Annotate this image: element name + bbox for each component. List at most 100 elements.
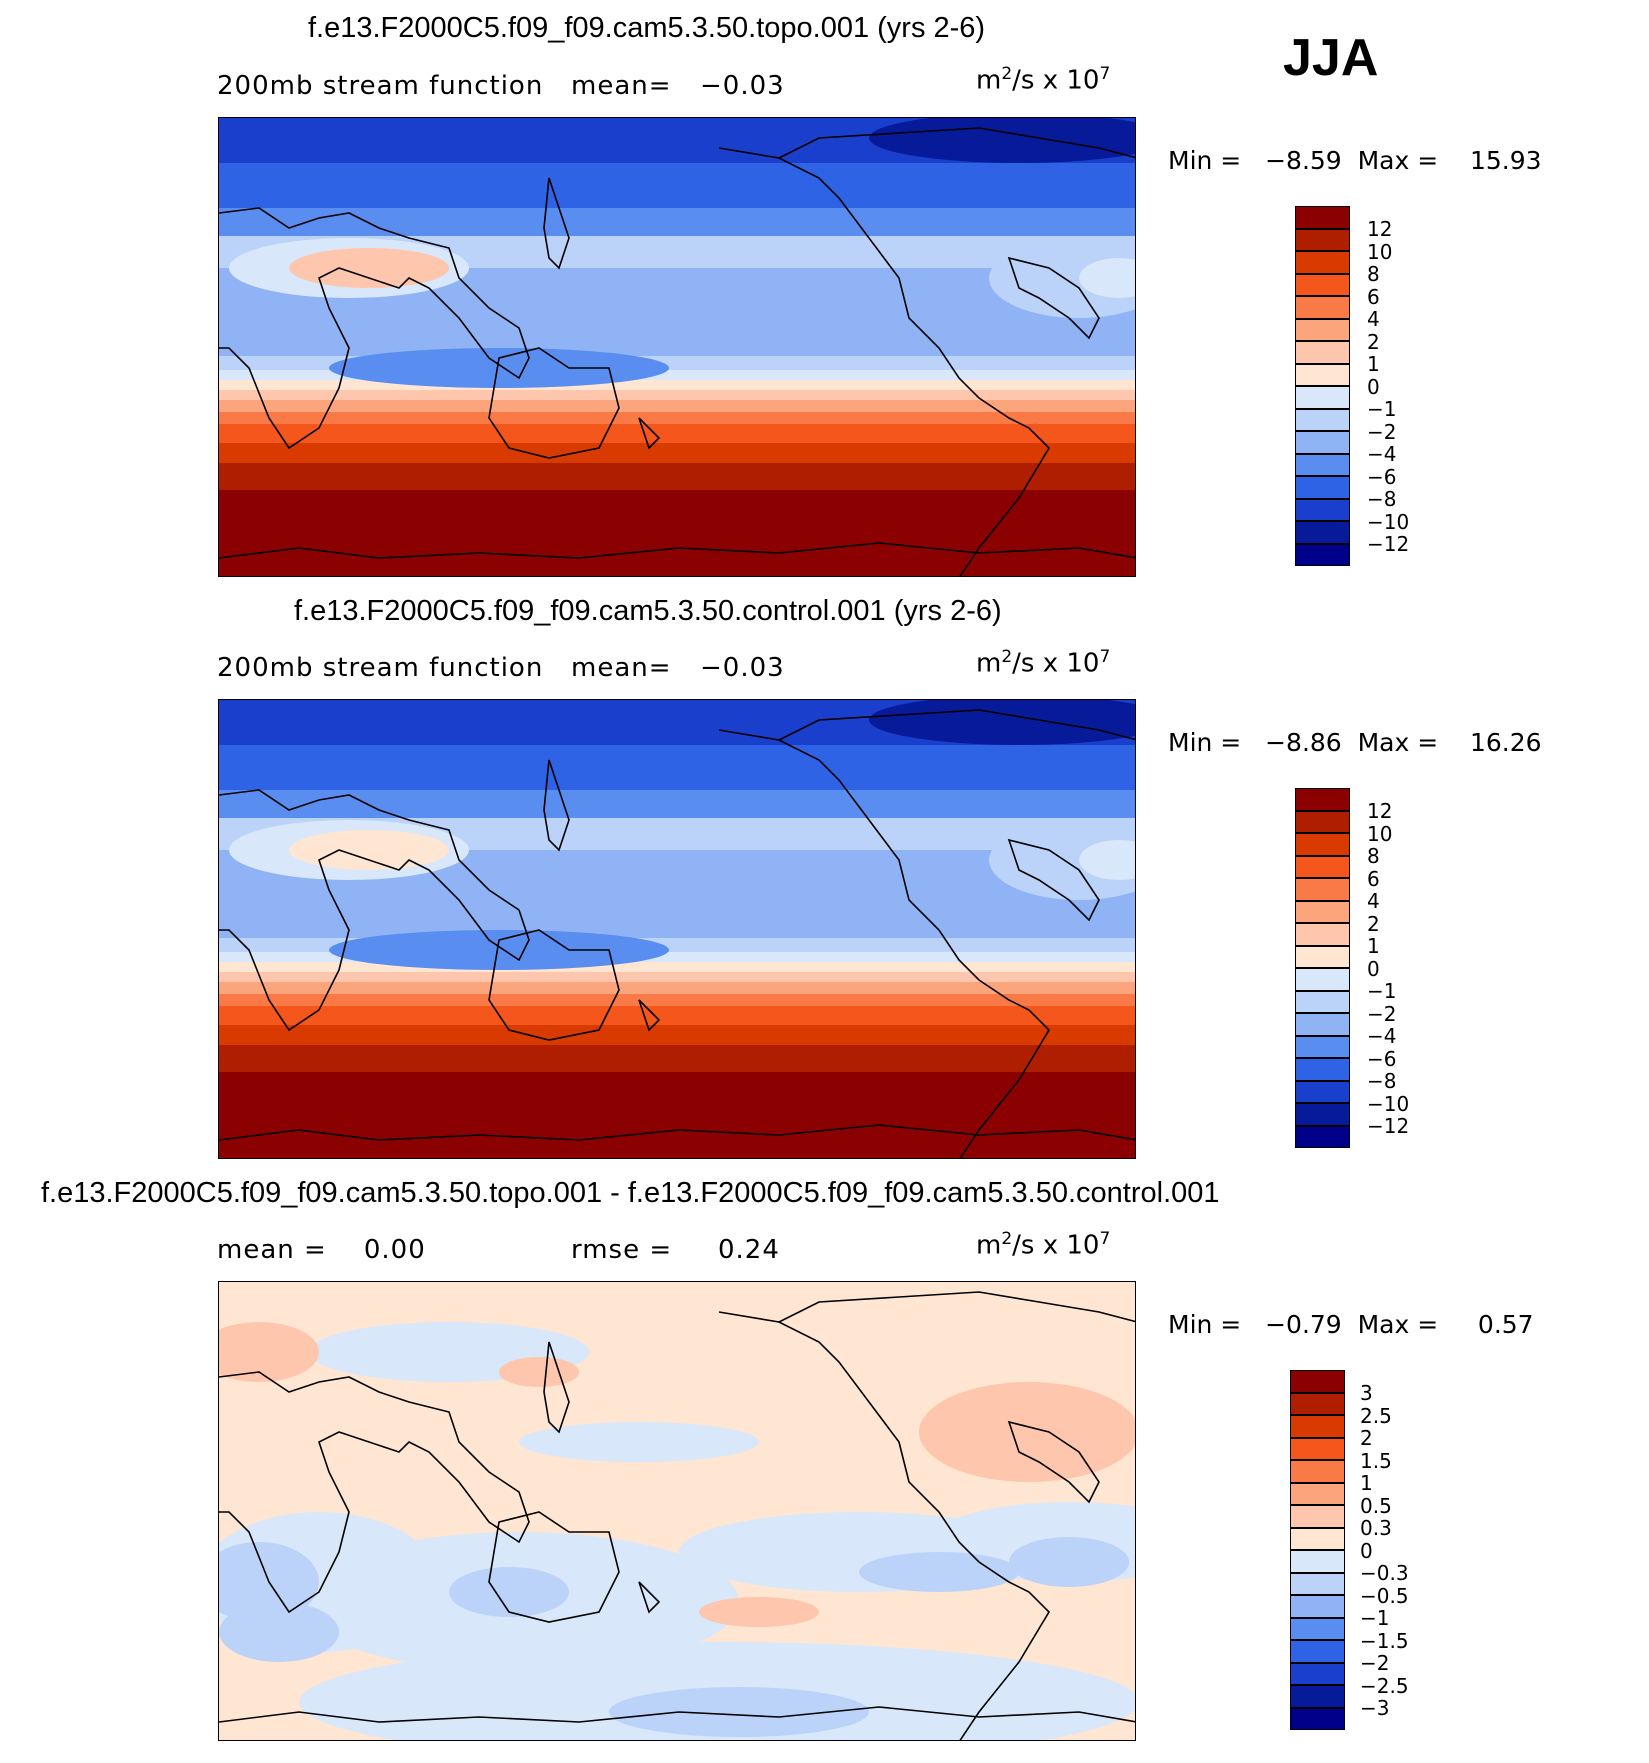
colorbar-swatch (1295, 543, 1350, 566)
panel-3-units: m2/s x 107 (976, 1229, 1111, 1261)
colorbar-tick-label: −10 (1367, 1091, 1410, 1116)
colorbar-swatch (1295, 206, 1350, 229)
colorbar-tick-label: −2 (1367, 1001, 1397, 1026)
colorbar-swatch (1290, 1415, 1345, 1438)
panel-1-field-label: 200mb stream function (217, 71, 544, 101)
colorbar-tick-label: 0 (1360, 1538, 1373, 1563)
colorbar-swatch (1295, 408, 1350, 431)
colorbar-tick-label: 1 (1367, 934, 1380, 958)
colorbar-swatch (1290, 1707, 1345, 1730)
panel-1-minmax: Min = −8.59 Max = 15.93 (1168, 146, 1542, 175)
colorbar-swatch (1290, 1685, 1345, 1708)
colorbar-swatch (1295, 476, 1350, 499)
panel-2-minmax: Min = −8.86 Max = 16.26 (1168, 728, 1542, 757)
colorbar-tick-label: 8 (1367, 262, 1380, 286)
colorbar-tick-label: 0 (1367, 374, 1380, 399)
colorbar-tick-label: −4 (1367, 442, 1397, 466)
colorbar-swatch (1295, 251, 1350, 274)
colorbar-tick-label: 2 (1367, 329, 1380, 354)
colorbar-swatch (1295, 228, 1350, 251)
colorbar-tick-label: −12 (1367, 1114, 1410, 1138)
colorbar-tick-label: 3 (1360, 1381, 1373, 1405)
colorbar-tick-label: −2.5 (1360, 1673, 1409, 1698)
panel-3-rmse-label: rmse = (571, 1235, 673, 1265)
colorbar-swatch (1290, 1527, 1345, 1550)
colorbar-swatch (1295, 855, 1350, 878)
panel-2-mean-value: −0.03 (700, 653, 785, 683)
colorbar-tick-label: 0 (1367, 956, 1380, 981)
colorbar-tick-label: −2 (1367, 419, 1397, 444)
colorbar-tick-label: 10 (1367, 239, 1393, 264)
colorbar-tick-label: 1.5 (1360, 1448, 1392, 1473)
colorbar-swatch (1295, 1058, 1350, 1081)
colorbar-swatch (1295, 1125, 1350, 1148)
panel-3-mean: mean = 0.00 (217, 1235, 426, 1265)
colorbar-swatch (1295, 1035, 1350, 1058)
colorbar-tick-label: 0.5 (1360, 1493, 1392, 1518)
colorbar-tick-label: 12 (1367, 217, 1393, 241)
colorbar-tick-label: 4 (1367, 889, 1380, 913)
colorbar-swatch (1295, 968, 1350, 991)
colorbar-tick-label: −8 (1367, 1069, 1397, 1093)
colorbar-swatch (1295, 833, 1350, 856)
panel-3-minmax: Min = −0.79 Max = 0.57 (1168, 1310, 1534, 1339)
colorbar-tick-label: −1.5 (1360, 1628, 1409, 1653)
colorbar-swatch (1295, 1080, 1350, 1103)
colorbar-tick-label: −6 (1367, 464, 1397, 489)
colorbar-swatch (1290, 1550, 1345, 1573)
colorbar-swatch (1290, 1662, 1345, 1685)
colorbar-swatch (1295, 788, 1350, 811)
colorbar-swatch (1290, 1392, 1345, 1415)
colorbar-swatch (1295, 453, 1350, 476)
colorbar-swatch (1295, 990, 1350, 1013)
colorbar-tick-label: −2 (1360, 1651, 1390, 1675)
colorbar-swatch (1295, 431, 1350, 454)
colorbar-swatch (1290, 1640, 1345, 1663)
colorbar-tick-label: −12 (1367, 532, 1410, 556)
colorbar-swatch (1295, 521, 1350, 544)
colorbar-swatch (1295, 341, 1350, 364)
colorbar-swatch (1295, 1103, 1350, 1126)
colorbar-swatch (1290, 1572, 1345, 1595)
panel-2-field-label: 200mb stream function (217, 653, 544, 683)
colorbar-tick-label: −8 (1367, 487, 1397, 511)
map-canvas (219, 700, 1135, 1158)
colorbar-tick-label: 10 (1367, 821, 1393, 846)
colorbar-tick-label: −3 (1360, 1696, 1390, 1720)
panel-3-map (218, 1281, 1136, 1741)
map-canvas (219, 1282, 1135, 1740)
colorbar-swatch (1295, 900, 1350, 923)
colorbar-tick-label: −10 (1367, 509, 1410, 534)
colorbar-tick-label: −1 (1367, 979, 1397, 1003)
colorbar-tick-label: 0.3 (1360, 1516, 1392, 1540)
colorbar-swatch (1295, 296, 1350, 319)
colorbar-swatch (1295, 1013, 1350, 1036)
colorbar-tick-label: −0.5 (1360, 1583, 1409, 1608)
panel-3-title: f.e13.F2000C5.f09_f09.cam5.3.50.topo.001… (41, 1177, 1220, 1209)
colorbar-tick-label: 4 (1367, 307, 1380, 331)
colorbar-tick-label: 1 (1360, 1471, 1373, 1495)
colorbar-tick-label: 6 (1367, 866, 1380, 891)
colorbar-swatch (1295, 810, 1350, 833)
colorbar-tick-label: 8 (1367, 844, 1380, 868)
panel-3-rmse-value: 0.24 (718, 1235, 780, 1265)
panel-1-units: m2/s x 107 (976, 64, 1111, 96)
colorbar-tick-label: 2.5 (1360, 1403, 1392, 1428)
colorbar-tick-label: 2 (1360, 1426, 1373, 1450)
map-canvas (219, 118, 1135, 576)
colorbar-swatch (1295, 498, 1350, 521)
colorbar-tick-label: −1 (1360, 1606, 1390, 1630)
colorbar-swatch (1290, 1617, 1345, 1640)
colorbar-swatch (1295, 363, 1350, 386)
colorbar-swatch (1295, 923, 1350, 946)
colorbar-tick-label: −1 (1367, 397, 1397, 421)
colorbar-swatch (1295, 945, 1350, 968)
colorbar-swatch (1290, 1482, 1345, 1505)
colorbar-tick-label: 6 (1367, 284, 1380, 309)
colorbar-swatch (1295, 273, 1350, 296)
colorbar-swatch (1290, 1505, 1345, 1528)
colorbar-swatch (1290, 1370, 1345, 1393)
colorbar-swatch (1295, 386, 1350, 409)
colorbar-tick-label: −6 (1367, 1046, 1397, 1071)
panel-2-mean-label: mean= (571, 653, 672, 683)
